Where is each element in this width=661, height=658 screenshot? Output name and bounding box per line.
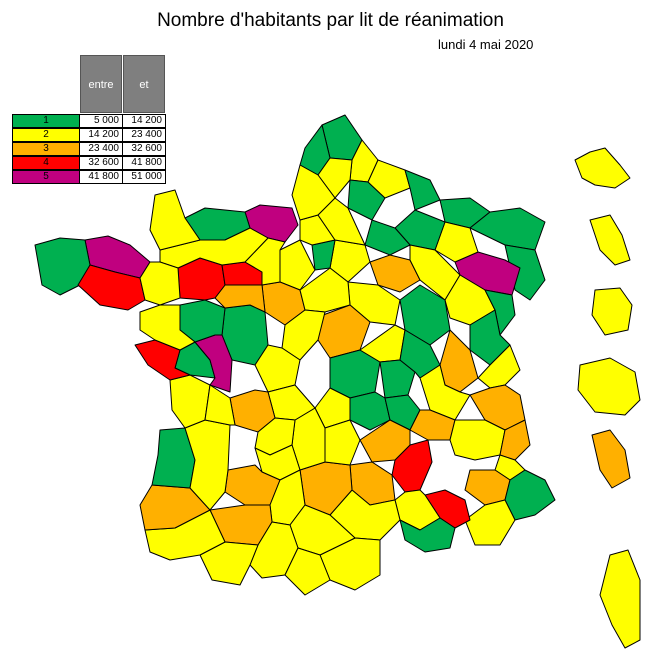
department [464,469,511,506]
department [204,384,236,426]
department [399,517,456,553]
department [449,419,506,461]
department [317,157,353,199]
department [149,189,201,251]
department [591,287,633,336]
mainland-france [34,114,556,596]
legend-class-to: 51 000 [123,170,166,184]
department [577,357,641,416]
map-title: Nombre d'habitants par lit de réanimatio… [157,10,504,31]
department [139,304,196,351]
department [484,289,516,336]
legend-class-to: 41 800 [123,156,166,170]
legend-class-from: 41 800 [80,170,123,184]
department [284,547,331,596]
department [347,179,386,221]
department [249,521,299,579]
department [589,214,631,266]
department [379,359,416,399]
legend-class-to: 32 600 [123,142,166,156]
legend-class-label: 1 [12,114,80,128]
legend-class-label: 5 [12,170,80,184]
department [139,261,181,306]
department [291,164,336,221]
department [599,549,641,649]
department [404,169,441,211]
legend-class-from: 14 200 [80,128,123,142]
department [324,419,361,466]
legend-class-from: 5 000 [80,114,123,128]
overseas-territories [574,147,641,649]
legend-class-label: 2 [12,128,80,142]
department [464,499,516,546]
department [364,219,411,256]
department [244,237,286,286]
department [591,429,631,489]
department [574,147,631,189]
legend-header-to: et [123,55,165,113]
map-date: lundi 4 mai 2020 [438,37,534,52]
department [499,419,531,461]
department [169,374,211,429]
legend-class-to: 23 400 [123,128,166,142]
legend-class-from: 32 600 [80,156,123,170]
legend-class-label: 4 [12,156,80,170]
legend-class-from: 23 400 [80,142,123,156]
legend-class-label: 3 [12,142,80,156]
legend-header-from: entre [80,55,122,113]
legend-class-to: 14 200 [123,114,166,128]
